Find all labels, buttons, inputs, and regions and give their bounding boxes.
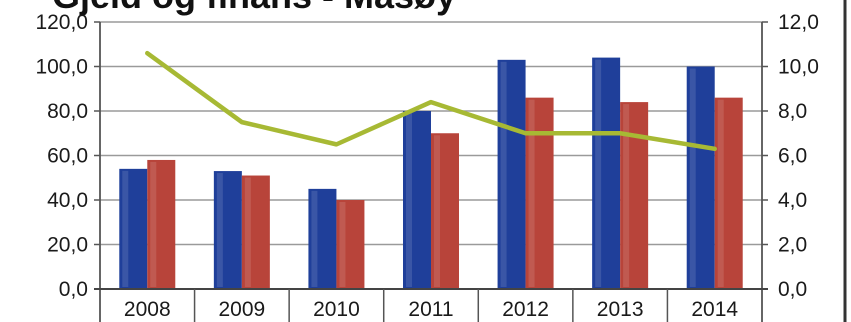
bar	[241, 175, 270, 289]
bar-highlight	[717, 99, 724, 288]
bar	[686, 66, 715, 289]
bar-highlight	[122, 170, 129, 287]
bar	[525, 97, 554, 290]
left-tick-label: 20,0	[47, 234, 88, 257]
bar-highlight	[150, 161, 157, 287]
bar-highlight	[244, 177, 251, 287]
bar-highlight	[406, 113, 412, 287]
bar-highlight	[339, 202, 346, 287]
bars	[119, 57, 743, 290]
x-tick-label: 2012	[502, 298, 549, 321]
right-tick-label: 2,0	[778, 234, 807, 257]
bar-highlight	[689, 68, 696, 287]
bar	[308, 188, 337, 289]
bar	[431, 133, 459, 289]
bar	[147, 159, 176, 289]
tick-labels: 0,0 0,0 20,0 2,0 40,0 4,0 60,0 6,0 80,0 8,0 100,0 1…	[35, 11, 818, 321]
left-tick-label: 120,0	[35, 11, 88, 34]
bar-highlight	[500, 61, 507, 288]
bar	[336, 200, 365, 289]
right-tick-label: 12,0	[778, 11, 819, 34]
left-tick-label: 100,0	[35, 56, 88, 79]
bar	[714, 97, 743, 290]
bar-highlight	[623, 104, 630, 287]
right-tick-label: 4,0	[778, 189, 807, 212]
bar-highlight	[216, 173, 223, 287]
line-series	[145, 50, 717, 152]
left-tick-label: 80,0	[47, 100, 88, 123]
left-tick-label: 40,0	[47, 189, 88, 212]
bar	[119, 168, 148, 289]
x-tick-label: 2008	[124, 298, 171, 321]
bar	[592, 57, 621, 289]
bar-highlight	[528, 99, 535, 288]
bar-highlight	[595, 59, 602, 287]
series-line	[145, 50, 717, 152]
left-tick-label: 60,0	[47, 145, 88, 168]
x-tick-label: 2013	[597, 298, 644, 321]
left-tick-label: 0,0	[59, 278, 88, 301]
x-tick-label: 2011	[408, 298, 453, 321]
right-tick-label: 0,0	[778, 278, 807, 301]
right-tick-label: 10,0	[778, 56, 819, 79]
bar	[497, 59, 526, 290]
x-tick-label: 2010	[313, 298, 360, 321]
bar	[213, 171, 242, 289]
bar	[403, 111, 431, 289]
bar-highlight	[311, 190, 318, 287]
axes	[94, 0, 847, 322]
right-tick-label: 8,0	[778, 100, 807, 123]
right-tick-label: 6,0	[778, 145, 807, 168]
x-tick-label: 2009	[218, 298, 265, 321]
chart-title: Gjeld og finans - Masøy	[52, 0, 456, 16]
x-tick-label: 2014	[691, 298, 738, 321]
bar-highlight	[434, 135, 440, 287]
